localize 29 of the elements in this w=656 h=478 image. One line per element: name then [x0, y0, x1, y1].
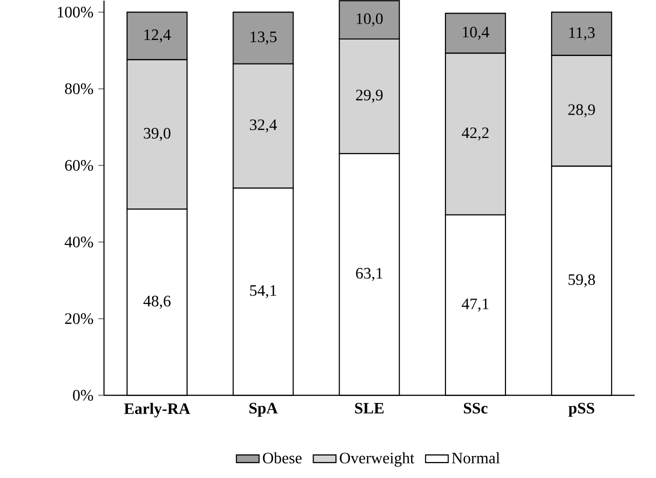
y-tick-label: 100%	[58, 6, 94, 18]
y-tick-label: 20%	[65, 313, 94, 324]
x-tick-label: pSS	[568, 402, 594, 417]
x-tick-label: SSc	[464, 402, 488, 414]
x-tick-label: Early-RA	[124, 402, 190, 418]
data-label: 54,1	[250, 285, 276, 298]
x-tick-label: SpA	[249, 402, 278, 417]
y-tick-label: 0%	[72, 390, 94, 401]
data-label: 63,1	[356, 268, 382, 281]
y-tick-label: 40%	[64, 236, 94, 248]
data-label: 12,4	[144, 29, 171, 42]
x-tick-label: SLE	[355, 402, 384, 414]
data-label: 10,0	[356, 13, 383, 26]
y-tick-label: 60%	[65, 160, 94, 171]
data-label: 39,0	[144, 128, 170, 141]
data-label: 28,9	[568, 104, 595, 118]
data-label: 10,4	[462, 26, 490, 40]
data-label: 32,4	[250, 119, 277, 132]
data-label: 13,5	[250, 32, 277, 45]
legend-label: Overweight	[340, 452, 414, 467]
data-label: 11,3	[569, 27, 595, 40]
data-label: 29,9	[356, 90, 383, 103]
data-label: 59,8	[568, 274, 595, 288]
data-label: 47,1	[462, 298, 488, 312]
legend-label: Normal	[452, 452, 500, 464]
data-label: 48,6	[143, 296, 171, 309]
y-tick-label: 80%	[65, 83, 94, 94]
legend-label: Obese	[262, 452, 302, 464]
data-label: 42,2	[462, 127, 489, 141]
